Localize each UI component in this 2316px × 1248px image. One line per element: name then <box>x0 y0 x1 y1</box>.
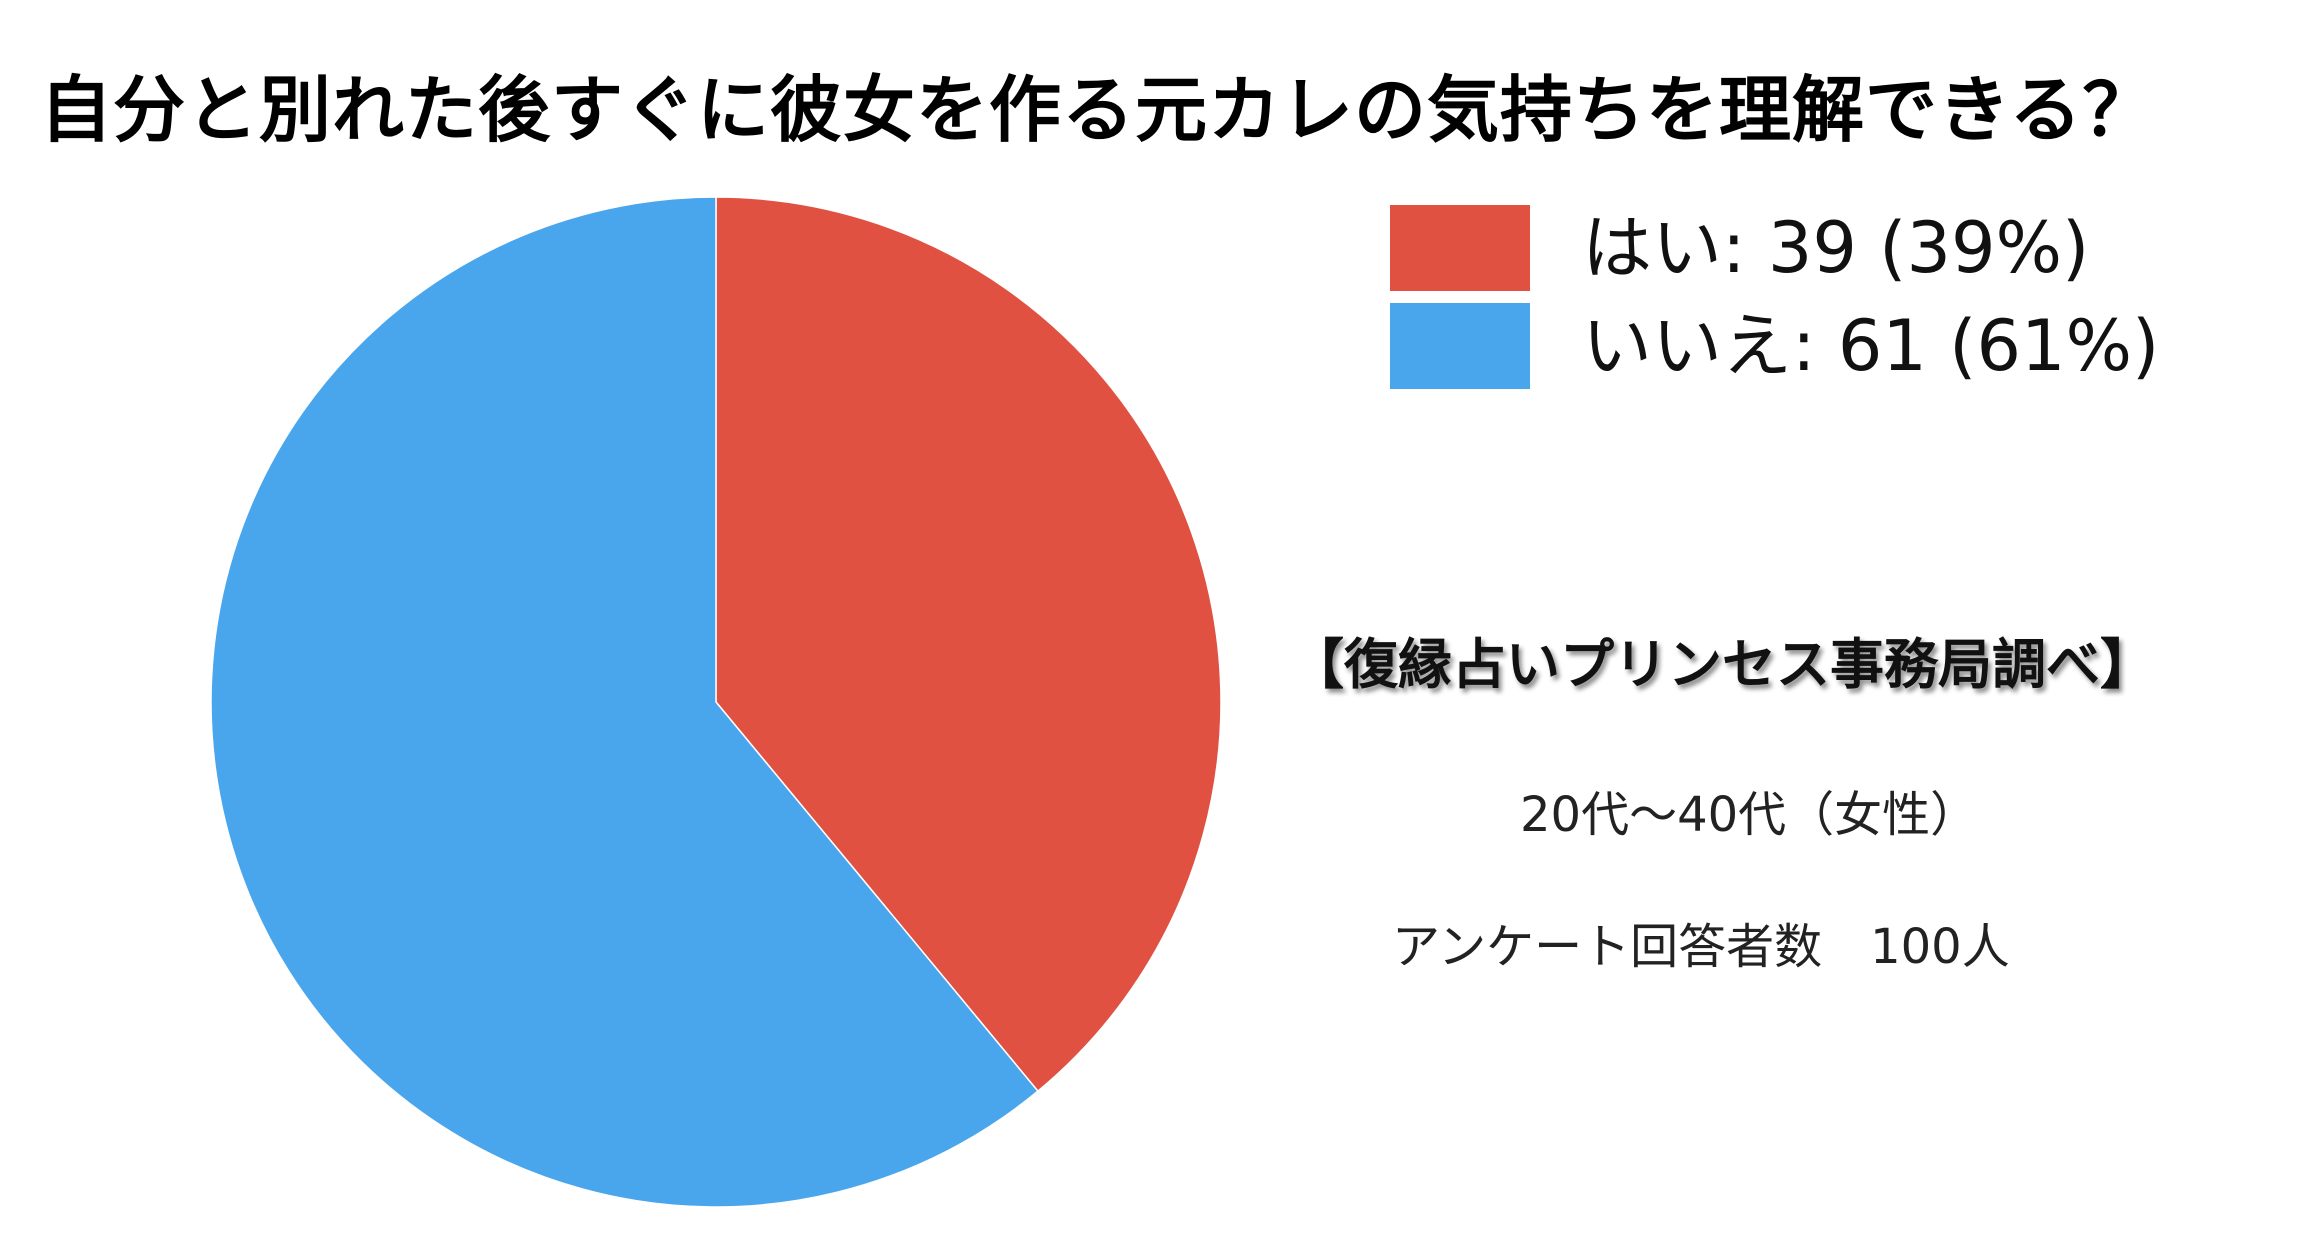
legend-swatch-no <box>1390 303 1530 389</box>
legend-label-yes: はい: 39 (39%) <box>1582 207 2090 289</box>
respondent-demographic: 20代〜40代（女性） <box>1520 787 1979 843</box>
legend-item-yes: はい: 39 (39%) <box>1390 205 2089 291</box>
source-note: 【復縁占いプリンセス事務局調べ】 <box>1290 633 2154 696</box>
pie-slice-yes <box>715 196 1222 1093</box>
legend-swatch-yes <box>1390 205 1530 291</box>
sample-size: アンケート回答者数 100人 <box>1392 919 2010 975</box>
chart-title: 自分と別れた後すぐに彼女を作る元カレの気持ちを理解できる？ <box>40 68 2156 152</box>
legend-item-no: いいえ: 61 (61%) <box>1390 303 2159 389</box>
legend-label-no: いいえ: 61 (61%) <box>1582 305 2160 387</box>
pie-slice-no <box>210 196 1039 1208</box>
